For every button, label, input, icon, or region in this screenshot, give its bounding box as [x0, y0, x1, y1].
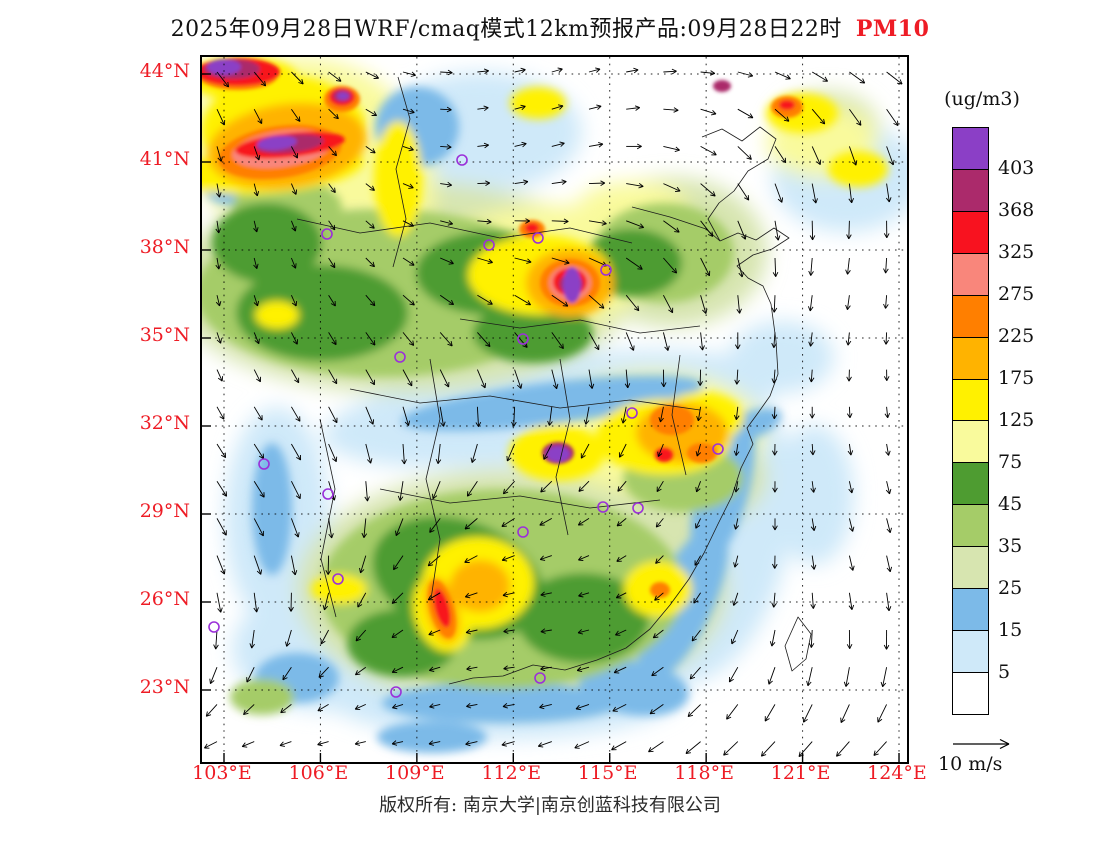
lon-tick-label: 118°E [674, 762, 734, 784]
plot-title: 2025年09月28日WRF/cmaq模式12km预报产品:09月28日22时 P… [0, 11, 1100, 43]
colorbar-level-label: 45 [998, 493, 1023, 515]
colorbar [952, 127, 989, 715]
lat-tick-label: 32°N [139, 412, 190, 434]
forecast-map [202, 57, 907, 762]
wind-scale-arrow-icon [953, 738, 1010, 750]
lon-tick-label: 103°E [192, 762, 252, 784]
lat-tick-label: 44°N [139, 60, 190, 82]
colorbar-segment [953, 337, 988, 380]
lon-tick-label: 121°E [770, 762, 831, 784]
colorbar-segment [953, 211, 988, 254]
lat-tick-label: 38°N [139, 236, 190, 258]
lon-tick-label: 109°E [385, 762, 445, 784]
colorbar-level-label: 225 [998, 325, 1035, 347]
colorbar-level-label: 125 [998, 409, 1035, 431]
colorbar-segment [953, 505, 988, 548]
colorbar-segment [953, 631, 988, 673]
colorbar-segment [953, 169, 988, 212]
colorbar-level-label: 275 [998, 283, 1035, 305]
wind-vector-field [204, 67, 903, 758]
lat-tick-label: 23°N [139, 676, 190, 698]
colorbar-segment [953, 463, 988, 506]
colorbar-level-label: 25 [998, 577, 1023, 599]
colorbar-segment [953, 421, 988, 464]
plot-title-main: 2025年09月28日WRF/cmaq模式12km预报产品:09月28日22时 [170, 17, 842, 42]
colorbar-level-label: 368 [998, 199, 1035, 221]
colorbar-level-label: 15 [998, 619, 1023, 641]
colorbar-level-label: 5 [998, 661, 1011, 683]
colorbar-segment [953, 379, 988, 422]
colorbar-level-label: 35 [998, 535, 1023, 557]
plot-title-species: PM10 [855, 16, 930, 42]
lat-tick-label: 29°N [139, 500, 190, 522]
colorbar-segment [953, 589, 988, 632]
colorbar-segment [953, 547, 988, 590]
axis-ticks [202, 73, 900, 762]
lon-tick-label: 124°E [867, 762, 927, 784]
copyright-text: 版权所有: 南京大学|南京创蓝科技有限公司 [379, 795, 721, 816]
lat-tick-label: 26°N [139, 588, 190, 610]
wind-scale-label: 10 m/s [938, 753, 1003, 775]
colorbar-level-label: 75 [998, 451, 1023, 473]
colorbar-segment [953, 672, 988, 714]
colorbar-segment [953, 253, 988, 296]
colorbar-segment [953, 128, 988, 170]
lon-tick-label: 115°E [577, 762, 638, 784]
colorbar-unit-label: (ug/m3) [944, 88, 1020, 110]
lon-tick-label: 112°E [481, 762, 542, 784]
colorbar-level-label: 175 [998, 367, 1035, 389]
colorbar-level-label: 325 [998, 241, 1035, 263]
lon-tick-label: 106°E [288, 762, 349, 784]
lat-tick-label: 41°N [139, 148, 190, 170]
lat-tick-label: 35°N [139, 324, 190, 346]
city-markers [208, 154, 724, 698]
graticule [202, 57, 907, 762]
colorbar-segment [953, 295, 988, 338]
map-frame [200, 55, 909, 764]
colorbar-level-label: 403 [998, 157, 1035, 179]
pm10-field-hotspots [202, 58, 803, 639]
